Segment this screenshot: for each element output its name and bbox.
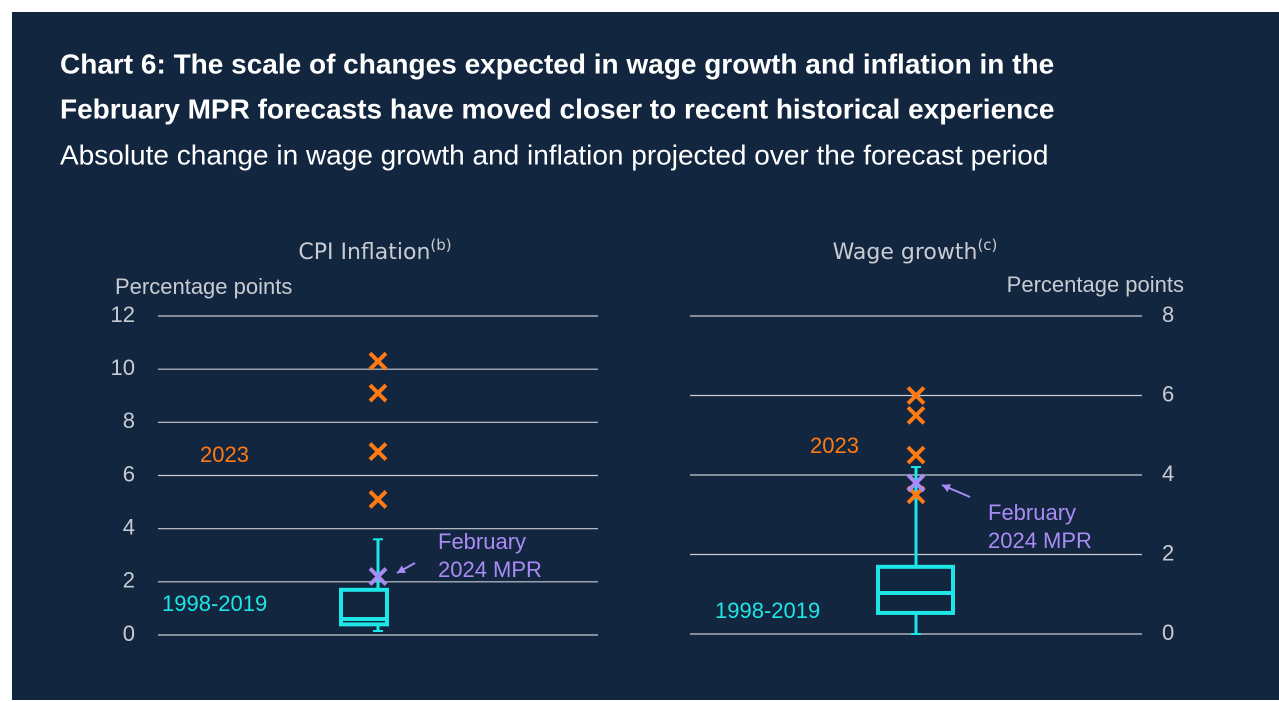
y-tick-label: 8 [123, 408, 135, 433]
y-axis-label: Percentage points [115, 274, 292, 299]
cross-marker [368, 490, 388, 509]
cross-marker [906, 405, 926, 425]
box [876, 564, 955, 615]
cross-stroke [906, 405, 926, 425]
cross-marker [368, 567, 388, 586]
axis-title-note: (b) [430, 236, 451, 254]
cross-stroke [368, 351, 388, 371]
arrow-head [942, 484, 951, 493]
series-label: 2023 [200, 442, 249, 467]
box-label: 1998-2019 [162, 591, 267, 616]
axis-title-text: CPI Inflation [298, 240, 430, 265]
axis-title-note: (c) [977, 236, 997, 254]
arrow-head [397, 565, 406, 573]
y-tick-label: 6 [1162, 381, 1174, 406]
cross-stroke [368, 490, 388, 509]
background [12, 12, 1279, 700]
y-tick-label: 12 [111, 302, 135, 327]
cross-stroke [368, 383, 388, 403]
series-label: 2024 MPR [988, 528, 1092, 553]
cross-stroke [906, 445, 926, 465]
chart-title: February MPR forecasts have moved closer… [60, 93, 1054, 124]
cross-marker [906, 386, 926, 405]
y-tick-label: 0 [123, 621, 135, 646]
cross-stroke [906, 386, 926, 405]
y-tick-label: 6 [123, 461, 135, 486]
chart-title: Chart 6: The scale of changes expected i… [60, 48, 1054, 79]
y-tick-label: 4 [123, 514, 135, 539]
cross-marker [368, 351, 388, 371]
y-tick-label: 8 [1162, 302, 1174, 327]
y-tick-label: 10 [111, 355, 135, 380]
y-tick-label: 4 [1162, 461, 1174, 486]
cross-stroke [906, 473, 926, 493]
cross-marker [368, 383, 388, 403]
axis-title: Wage growth(c) [833, 236, 998, 266]
axis-title: CPI Inflation(b) [298, 236, 451, 266]
cross-marker [906, 473, 926, 493]
y-tick-label: 2 [123, 568, 135, 593]
y-tick-label: 0 [1162, 620, 1174, 645]
y-axis-label: Percentage points [1007, 272, 1184, 297]
series-label: February [438, 529, 526, 554]
cross-marker [906, 445, 926, 465]
series-label: 2024 MPR [438, 557, 542, 582]
cross-stroke [368, 442, 388, 461]
chart-subtitle: Absolute change in wage growth and infla… [60, 139, 1048, 170]
cross-stroke [368, 567, 388, 586]
series-label: 2023 [810, 433, 859, 458]
cross-marker [368, 442, 388, 461]
series-label: February [988, 500, 1076, 525]
y-tick-label: 2 [1162, 540, 1174, 565]
axis-title-text: Wage growth [833, 240, 978, 265]
box-label: 1998-2019 [715, 598, 820, 623]
